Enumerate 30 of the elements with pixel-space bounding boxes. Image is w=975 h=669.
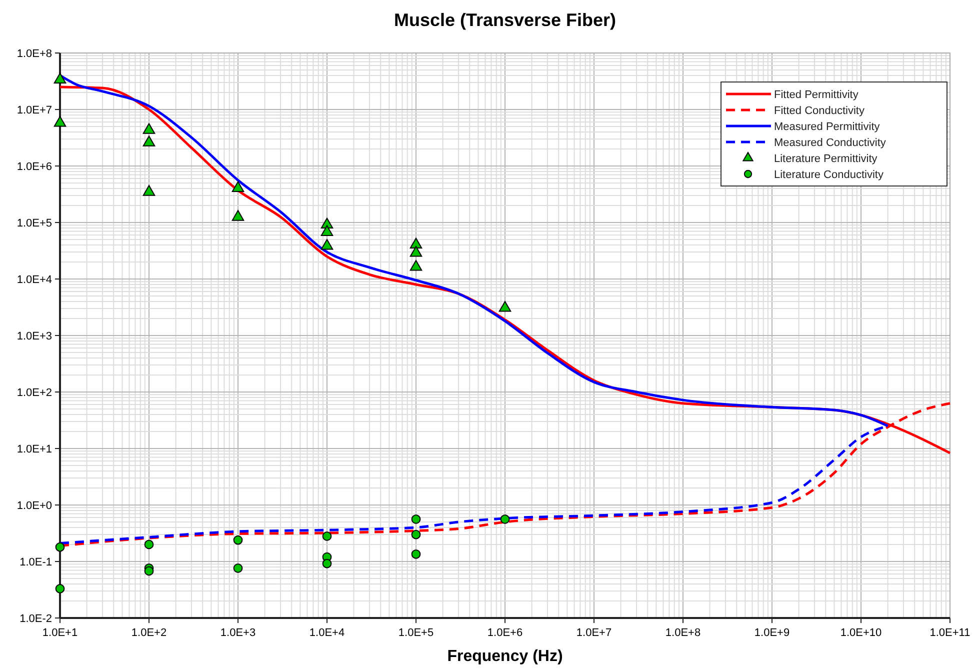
chart-title: Muscle (Transverse Fiber) <box>394 10 616 30</box>
y-tick-label: 1.0E+5 <box>16 218 52 230</box>
x-tick-label: 1.0E+5 <box>398 627 434 639</box>
x-tick-label: 1.0E+7 <box>576 627 612 639</box>
x-tick-label: 1.0E+8 <box>665 627 701 639</box>
x-tick-label: 1.0E+3 <box>220 627 256 639</box>
y-tick-label: 1.0E+7 <box>16 104 52 116</box>
legend-label: Measured Permittivity <box>774 121 880 133</box>
legend-label: Fitted Permittivity <box>774 89 859 101</box>
x-tick-label: 1.0E+2 <box>131 627 167 639</box>
y-tick-label: 1.0E-1 <box>20 556 52 568</box>
legend-label: Measured Conductivity <box>774 137 886 149</box>
x-tick-label: 1.0E+9 <box>754 627 790 639</box>
x-tick-label: 1.0E+4 <box>309 627 345 639</box>
x-tick-label: 1.0E+10 <box>840 627 882 639</box>
y-tick-label: 1.0E+1 <box>16 444 52 456</box>
y-tick-label: 1.0E+8 <box>16 48 52 60</box>
y-tick-label: 1.0E+2 <box>16 387 52 399</box>
legend-label: Literature Conductivity <box>774 169 884 181</box>
legend-label: Literature Permittivity <box>774 153 878 165</box>
y-tick-label: 1.0E-2 <box>20 613 52 625</box>
legend-label: Fitted Conductivity <box>774 105 865 117</box>
x-tick-label: 1.0E+11 <box>930 627 970 639</box>
x-tick-label: 1.0E+1 <box>42 627 78 639</box>
y-tick-label: 1.0E+3 <box>16 330 52 342</box>
x-tick-label: 1.0E+6 <box>487 627 523 639</box>
y-tick-label: 1.0E+4 <box>16 274 52 286</box>
y-tick-label: 1.0E+0 <box>16 500 52 512</box>
x-axis-title: Frequency (Hz) <box>447 648 563 665</box>
y-tick-label: 1.0E+6 <box>16 161 52 173</box>
